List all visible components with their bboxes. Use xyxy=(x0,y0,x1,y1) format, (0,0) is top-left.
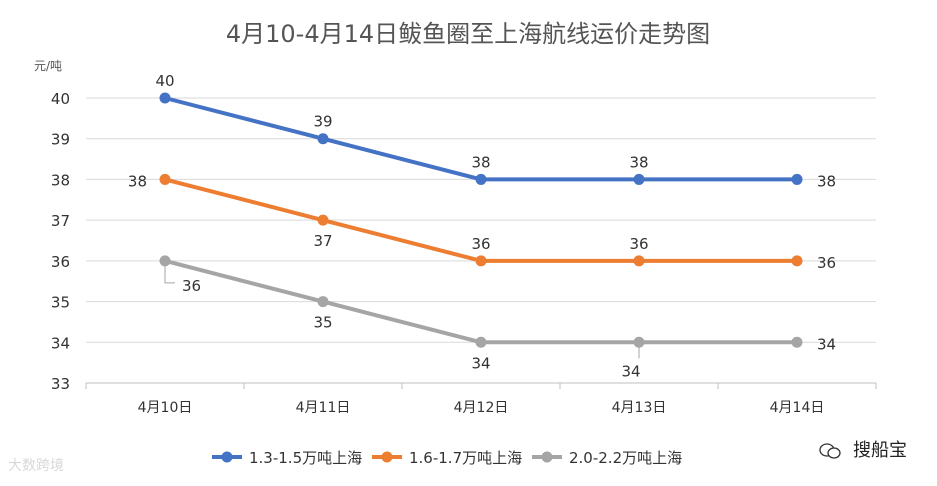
data-point xyxy=(475,336,487,348)
y-axis-unit-label: 元/吨 xyxy=(34,59,62,73)
data-label: 38 xyxy=(817,172,836,190)
legend-label: 1.3-1.5万吨上海 xyxy=(249,449,362,467)
data-point xyxy=(791,173,803,185)
data-label: 40 xyxy=(155,72,174,90)
data-label: 36 xyxy=(817,254,836,272)
y-tick-label: 38 xyxy=(51,171,70,189)
x-tick-label: 4月14日 xyxy=(770,400,825,416)
y-tick-label: 33 xyxy=(51,375,70,393)
data-label: 38 xyxy=(128,172,147,190)
data-label: 35 xyxy=(313,314,332,332)
legend-item-1: 1.3-1.5万吨上海 xyxy=(212,449,362,467)
axes: 33 34 35 36 37 38 39 40 4月10日 4月11日 4月12日 4月13日 4月14… xyxy=(51,90,877,416)
data-point xyxy=(633,336,645,348)
legend-marker xyxy=(221,451,233,463)
watermark-right: 搜船宝 xyxy=(819,436,907,462)
data-point xyxy=(475,173,487,185)
y-tick-label: 35 xyxy=(51,294,70,312)
data-point xyxy=(791,255,803,267)
data-label: 36 xyxy=(182,277,201,295)
gridlines xyxy=(86,97,876,343)
watermark-left-text: 大数跨境 xyxy=(8,458,64,474)
y-tick-label: 39 xyxy=(51,131,70,149)
legend-marker xyxy=(381,451,393,463)
legend-label: 2.0-2.2万吨上海 xyxy=(569,449,682,467)
y-tick-label: 40 xyxy=(51,90,70,108)
data-point xyxy=(633,255,645,267)
series-2: 38 37 36 36 36 xyxy=(128,172,836,271)
watermark-left: 大数跨境 xyxy=(8,455,64,475)
x-tick-label: 4月11日 xyxy=(296,400,351,416)
chat-bubble-icon xyxy=(819,443,841,459)
data-label: 34 xyxy=(471,354,490,372)
data-label: 34 xyxy=(817,335,836,353)
data-point xyxy=(159,255,171,267)
data-label: 39 xyxy=(313,113,332,131)
chart-title: 4月10-4月14日鲅鱼圈至上海航线运价走势图 xyxy=(226,20,710,48)
data-point xyxy=(475,255,487,267)
legend-label: 1.6-1.7万吨上海 xyxy=(409,449,522,467)
data-label: 36 xyxy=(471,235,490,253)
data-label: 36 xyxy=(629,235,648,253)
data-label: 37 xyxy=(313,232,332,250)
data-point xyxy=(317,214,329,226)
y-tick-label: 37 xyxy=(51,212,70,230)
data-label-leader xyxy=(164,265,175,284)
series-1: 40 39 38 38 38 xyxy=(155,72,836,190)
legend-marker xyxy=(541,451,553,463)
x-tick-label: 4月10日 xyxy=(138,400,193,416)
x-tick-label: 4月12日 xyxy=(454,400,509,416)
legend-item-3: 2.0-2.2万吨上海 xyxy=(532,449,682,467)
y-tick-label: 34 xyxy=(51,334,70,352)
data-label: 38 xyxy=(629,153,648,171)
legend-item-2: 1.6-1.7万吨上海 xyxy=(372,449,522,467)
legend: 1.3-1.5万吨上海 1.6-1.7万吨上海 2.0-2.2万吨上海 xyxy=(212,449,682,467)
data-point xyxy=(159,92,171,104)
y-tick-label: 36 xyxy=(51,253,70,271)
data-label: 34 xyxy=(621,362,640,380)
x-tick-label: 4月13日 xyxy=(612,400,667,416)
data-point xyxy=(791,336,803,348)
data-point xyxy=(317,296,329,308)
data-label: 38 xyxy=(471,153,490,171)
data-point xyxy=(633,173,645,185)
data-point xyxy=(317,133,329,145)
data-point xyxy=(159,173,171,185)
series-group: 40 39 38 38 38 38 37 36 36 36 36 35 34 34 34 xyxy=(128,72,836,380)
series-3: 36 35 34 34 34 xyxy=(159,255,836,380)
watermark-right-text: 搜船宝 xyxy=(853,440,907,461)
